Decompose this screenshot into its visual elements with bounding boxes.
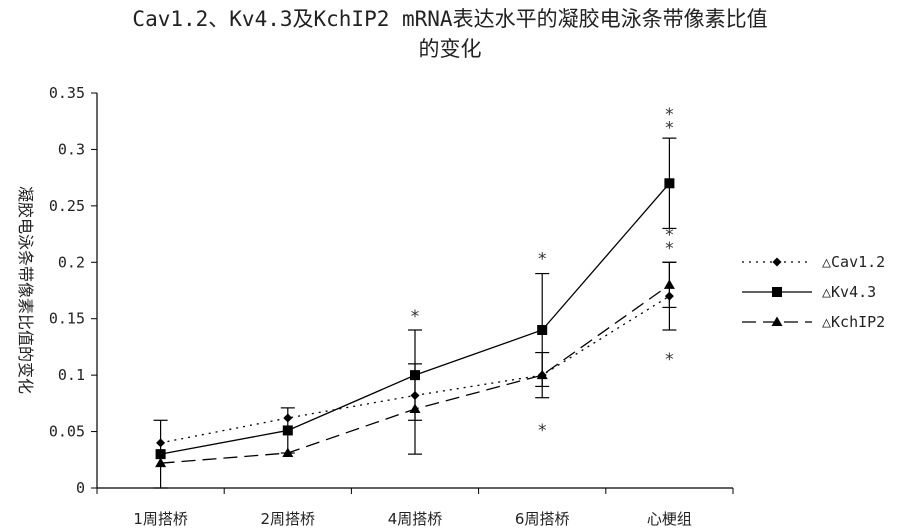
- significance-annotations: ********: [410, 105, 675, 441]
- legend-marker: [772, 257, 782, 267]
- data-point: [155, 457, 167, 468]
- significance-mark: *: [537, 421, 547, 441]
- x-tick-label: 6周搭桥: [515, 510, 570, 528]
- y-tick-label: 0: [76, 479, 85, 497]
- legend-entry: △KchIP2: [822, 313, 885, 331]
- data-point: [663, 279, 675, 289]
- significance-mark: *: [664, 239, 674, 259]
- y-tick-label: 0.15: [49, 310, 85, 328]
- x-tick-label: 心梗组: [647, 510, 692, 528]
- series-0: [156, 261, 677, 448]
- data-point: [664, 178, 675, 189]
- legend-marker: [772, 287, 782, 297]
- y-tick-label: 0.35: [49, 84, 85, 102]
- axes: 0 0.05 0.1 0.15 0.2 0.25 0.3 0.35 1周搭桥 2周搭桥 4周搭桥 6周…: [49, 84, 734, 528]
- y-tick-label: 0.3: [58, 140, 85, 158]
- y-tick-label: 0.05: [49, 423, 85, 441]
- significance-mark: *: [664, 105, 674, 125]
- y-tick-label: 0.1: [58, 366, 85, 384]
- series-group: [153, 137, 677, 489]
- data-point: [155, 449, 166, 460]
- significance-mark: *: [410, 307, 420, 327]
- data-point: [282, 447, 294, 458]
- y-axis-label: 凝胶电泳条带像素比值的变化: [16, 186, 35, 394]
- chart-title-line1: Cav1.2、Kv4.3及KchIP2 mRNA表达水平的凝胶电泳条带像素比值: [132, 7, 767, 31]
- x-tick-label: 2周搭桥: [261, 510, 316, 528]
- significance-mark: *: [537, 249, 547, 269]
- significance-mark: *: [664, 226, 674, 246]
- chart-title-line2: 的变化: [419, 37, 482, 61]
- legend: △Cav1.2 △Kv4.3 △KchIP2: [742, 253, 885, 331]
- y-tick-label: 0.25: [49, 197, 85, 215]
- y-tick-label: 0.2: [58, 253, 85, 271]
- data-point: [409, 403, 421, 413]
- x-tick-label: 4周搭桥: [388, 510, 443, 528]
- legend-entry: △Cav1.2: [822, 253, 885, 271]
- series-2: [155, 261, 677, 468]
- data-point: [282, 425, 293, 436]
- significance-mark: *: [664, 118, 674, 138]
- data-point: [537, 325, 548, 335]
- legend-marker: [771, 316, 783, 326]
- x-tick-label: 1周搭桥: [133, 510, 188, 528]
- significance-mark: *: [664, 350, 674, 370]
- data-point: [536, 369, 548, 380]
- legend-entry: △Kv4.3: [822, 283, 876, 301]
